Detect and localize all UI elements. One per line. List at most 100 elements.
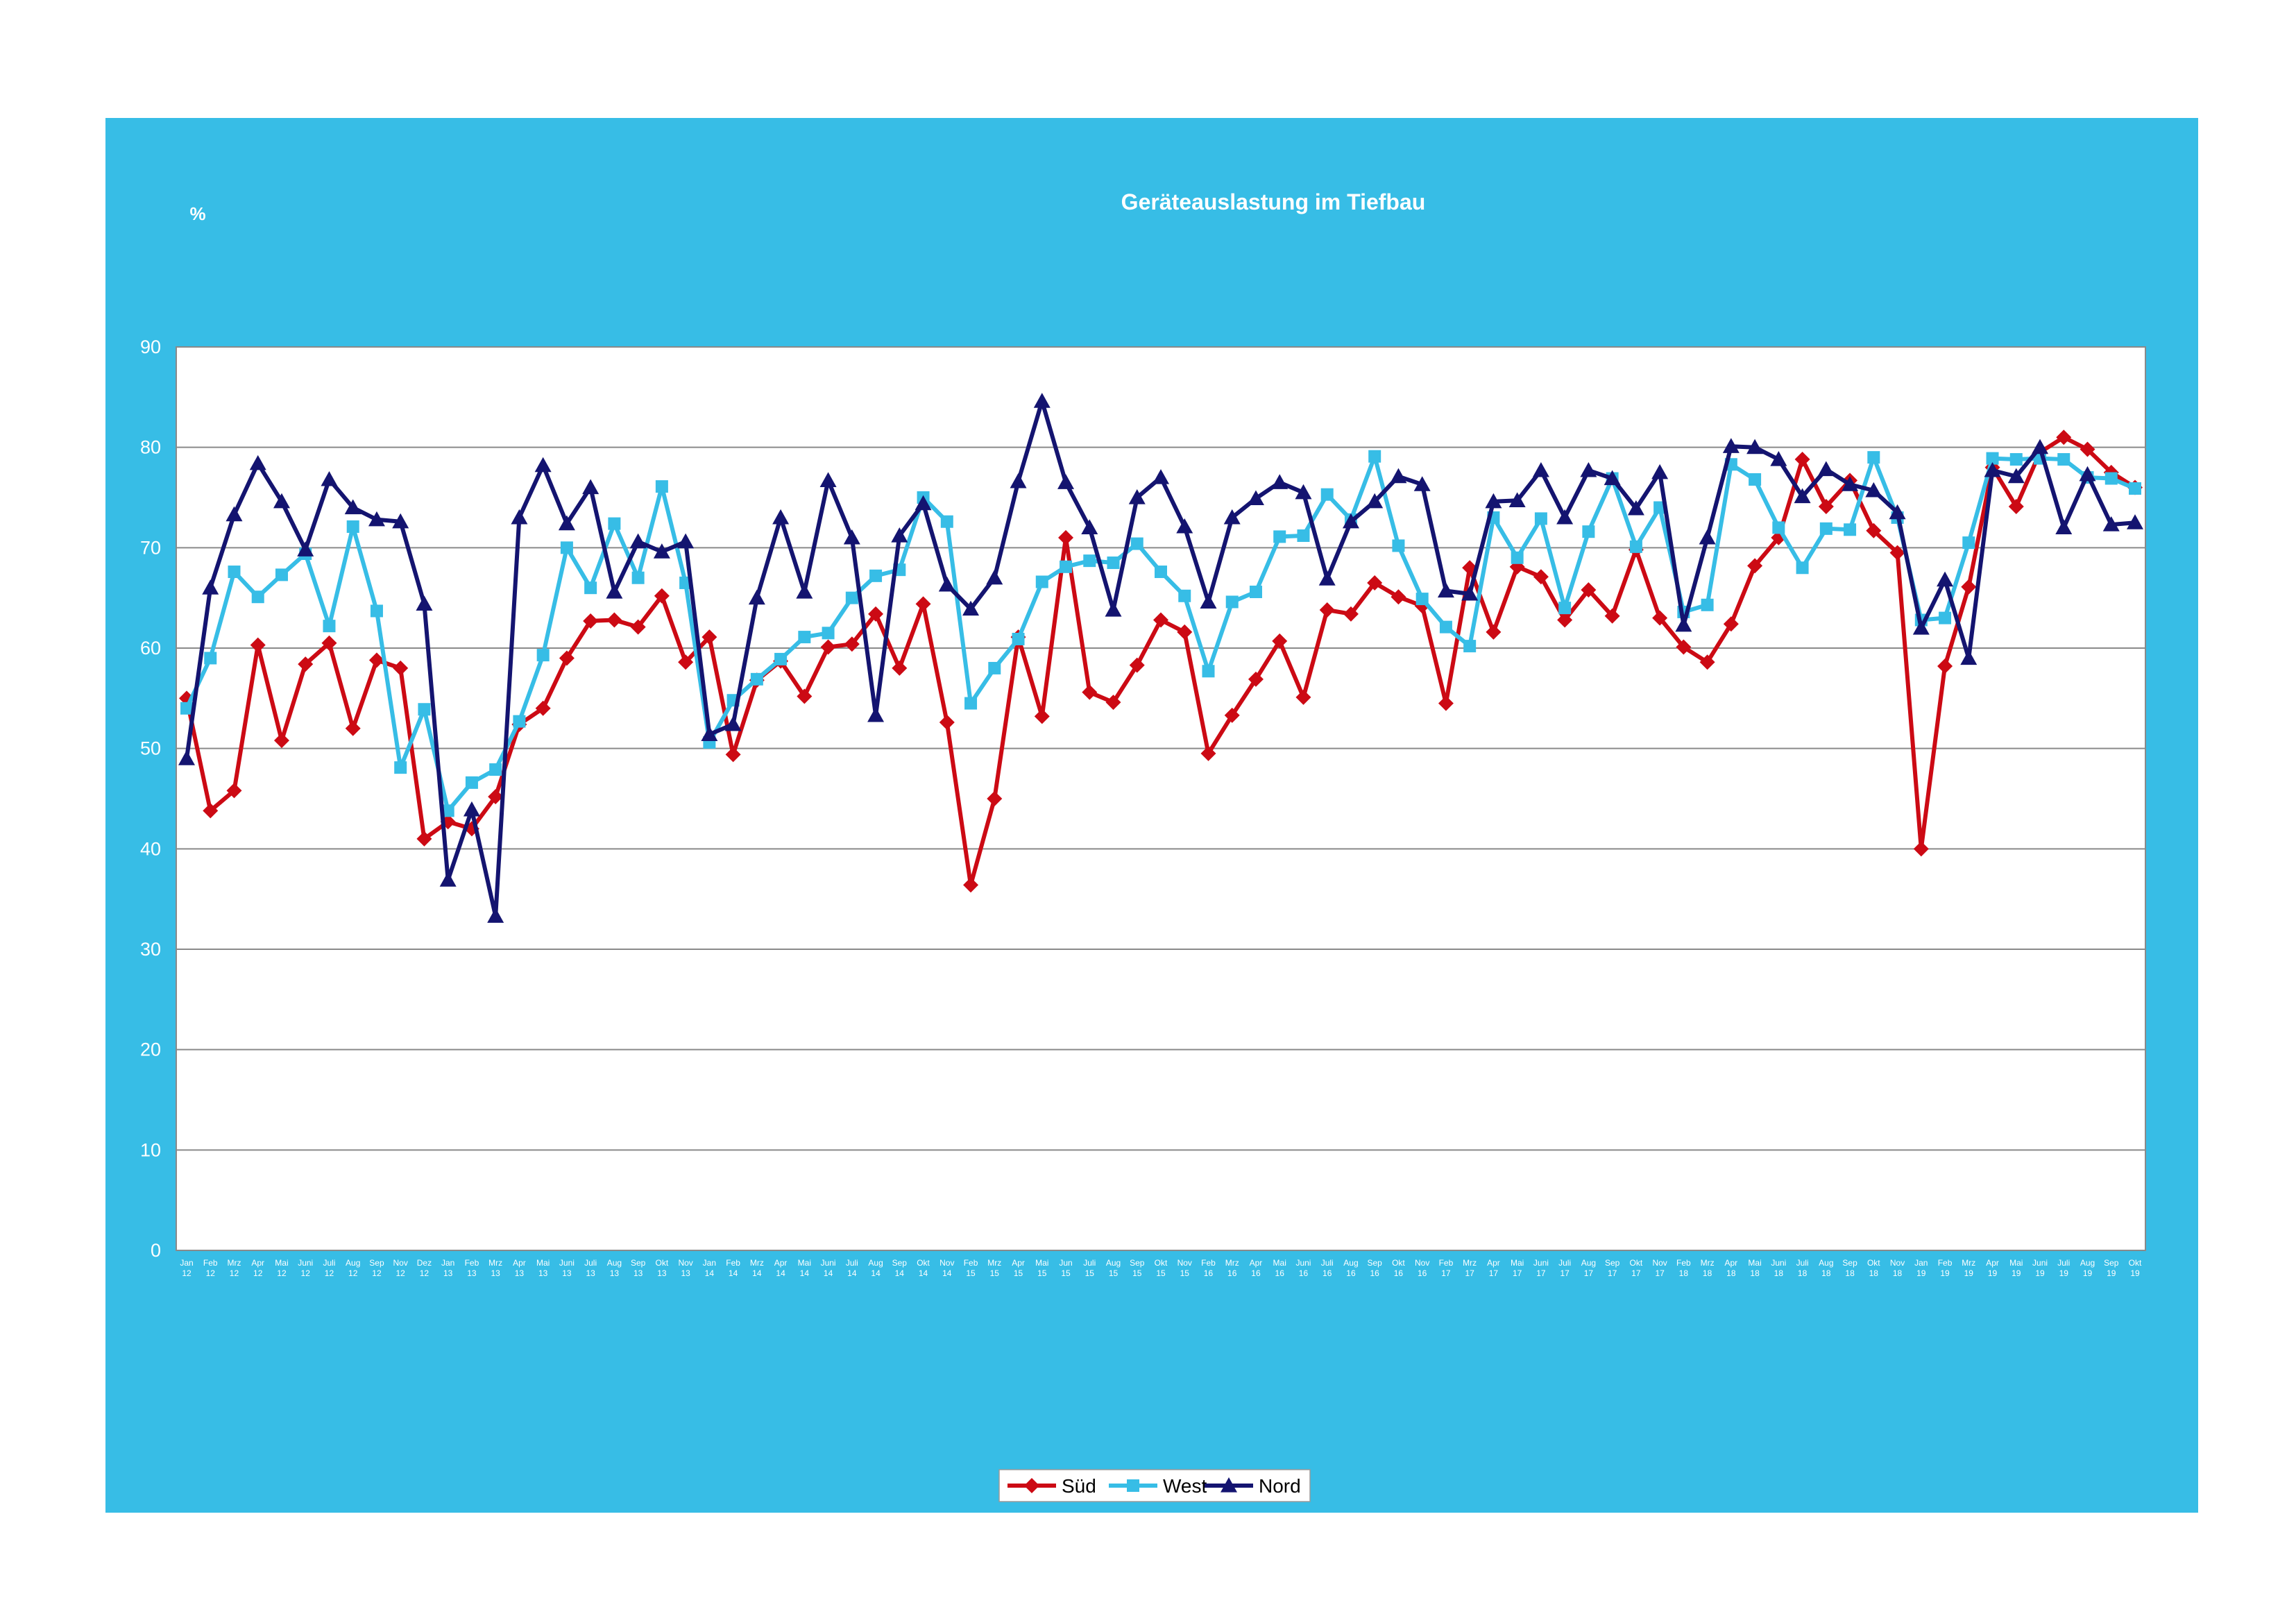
data-point-nord	[1033, 393, 1051, 408]
data-point-west	[2057, 453, 2070, 466]
x-tick-label: Juni	[821, 1258, 836, 1268]
data-point-nord	[416, 595, 433, 611]
data-point-nord	[439, 872, 457, 887]
data-point-s-d	[1652, 610, 1668, 626]
x-tick-label: Aug	[868, 1258, 883, 1268]
x-tick-label: Nov	[393, 1258, 408, 1268]
x-tick-label: Mai	[1035, 1258, 1048, 1268]
data-point-s-d	[725, 747, 741, 763]
x-tick-label: 12	[420, 1268, 430, 1278]
x-tick-label: 15	[1109, 1268, 1119, 1278]
x-tick-label: Apr	[1012, 1258, 1025, 1268]
data-point-west	[1701, 598, 1714, 611]
x-tick-label: 12	[301, 1268, 311, 1278]
x-tick-label: 13	[562, 1268, 572, 1278]
data-point-west	[204, 652, 217, 665]
data-point-nord	[1366, 493, 1384, 509]
data-point-nord	[2102, 516, 2120, 532]
x-tick-label: 18	[1750, 1268, 1760, 1278]
x-tick-label: 13	[610, 1268, 620, 1278]
x-tick-label: Sep	[1842, 1258, 1857, 1268]
data-point-s-d	[820, 639, 836, 655]
data-point-nord	[2007, 468, 2025, 484]
data-point-west	[465, 776, 478, 789]
data-point-nord	[1865, 482, 1882, 498]
data-point-nord	[1105, 602, 1122, 617]
data-point-nord	[1271, 474, 1289, 489]
x-tick-label: 16	[1346, 1268, 1356, 1278]
x-tick-label: Nov	[939, 1258, 954, 1268]
data-point-west	[1202, 665, 1215, 678]
data-point-nord	[796, 583, 813, 599]
data-point-nord	[2079, 466, 2096, 482]
data-point-nord	[1081, 519, 1098, 534]
data-point-nord	[2055, 519, 2073, 534]
x-tick-label: 14	[895, 1268, 905, 1278]
x-tick-label: 19	[1916, 1268, 1926, 1278]
data-point-nord	[867, 706, 885, 722]
data-point-nord	[1413, 476, 1431, 491]
x-tick-label: Aug	[1819, 1258, 1833, 1268]
data-point-west	[988, 661, 1001, 674]
data-point-nord	[1342, 513, 1359, 529]
x-tick-label: 15	[1061, 1268, 1071, 1278]
x-tick-label: 13	[467, 1268, 477, 1278]
data-point-nord	[1508, 492, 1526, 507]
data-point-nord	[1318, 570, 1336, 586]
data-point-s-d	[797, 688, 813, 704]
data-point-s-d	[1153, 612, 1168, 628]
x-tick-label: Juni	[2032, 1258, 2048, 1268]
data-point-s-d	[345, 720, 361, 736]
x-tick-label: Mrz	[1962, 1258, 1975, 1268]
data-point-west	[1083, 554, 1096, 568]
x-tick-label: Juni	[1533, 1258, 1549, 1268]
x-tick-label: Mai	[536, 1258, 550, 1268]
data-point-west	[1939, 611, 1952, 624]
data-point-nord	[321, 470, 338, 486]
x-tick-label: 18	[1774, 1268, 1784, 1278]
x-tick-label: Juni	[1771, 1258, 1786, 1268]
data-point-west	[346, 520, 359, 533]
data-point-nord	[1770, 451, 1787, 466]
legend-label-west: West	[1163, 1475, 1207, 1497]
data-point-s-d	[535, 700, 551, 716]
x-tick-label: 15	[966, 1268, 976, 1278]
data-point-west	[370, 604, 383, 618]
chart-panel: Geräteauslastung im Tiefbau % 0 10 20 30 40 5…	[105, 118, 2198, 1513]
x-tick-label: Juni	[298, 1258, 313, 1268]
series-west	[180, 450, 2141, 817]
data-point-nord	[677, 533, 695, 549]
x-tick-label: 19	[2107, 1268, 2116, 1278]
y-axis-unit: %	[189, 203, 205, 224]
x-tick-label: Nov	[1890, 1258, 1905, 1268]
data-point-west	[180, 702, 193, 715]
data-point-s-d	[298, 656, 314, 672]
data-point-west	[1463, 640, 1477, 653]
data-point-west	[1819, 522, 1832, 535]
x-tick-label: Nov	[1652, 1258, 1667, 1268]
data-point-nord	[1722, 438, 1740, 453]
data-point-nord	[915, 495, 932, 511]
data-point-nord	[606, 583, 623, 599]
x-tick-label: Aug	[346, 1258, 360, 1268]
x-tick-label: 14	[776, 1268, 785, 1278]
x-tick-label: Juni	[1295, 1258, 1311, 1268]
x-tick-label: Apr	[1725, 1258, 1738, 1268]
x-tick-label: Mrz	[1463, 1258, 1477, 1268]
data-point-west	[1772, 521, 1785, 534]
data-point-s-d	[2056, 430, 2072, 445]
legend: Süd West Nord	[998, 1469, 1311, 1502]
x-tick-label: Aug	[607, 1258, 622, 1268]
data-point-nord	[2127, 514, 2143, 529]
x-tick-label: Feb	[1201, 1258, 1216, 1268]
data-point-nord	[1912, 620, 1930, 635]
data-point-nord	[2032, 439, 2049, 454]
x-tick-label: Feb	[1439, 1258, 1454, 1268]
data-point-west	[1392, 539, 1405, 552]
legend-marker-s-d	[1024, 1478, 1039, 1493]
x-tick-label: Apr	[1487, 1258, 1500, 1268]
data-point-s-d	[583, 613, 599, 629]
x-tick-label: 19	[2012, 1268, 2021, 1278]
y-tick-label: 0	[151, 1240, 161, 1261]
x-tick-label: Apr	[513, 1258, 526, 1268]
